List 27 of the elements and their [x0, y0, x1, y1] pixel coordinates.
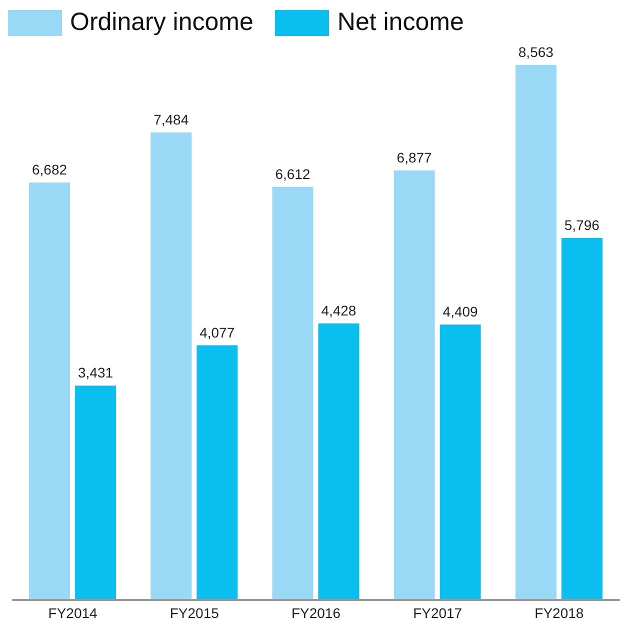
- bar: [75, 386, 116, 600]
- bar: [29, 182, 70, 600]
- data-label: 6,612: [275, 166, 310, 182]
- bar: [318, 323, 360, 600]
- bar: [150, 132, 192, 600]
- bar: [561, 238, 602, 600]
- x-tick-label: FY2014: [48, 604, 98, 621]
- data-label: 8,563: [518, 44, 554, 60]
- bar: [440, 324, 481, 600]
- bar: [515, 65, 556, 600]
- data-label: 4,428: [321, 302, 356, 318]
- x-tick-label: FY2018: [534, 604, 584, 621]
- legend-label: Ordinary income: [70, 8, 254, 37]
- data-label: 7,484: [154, 111, 189, 128]
- data-label: 6,682: [32, 162, 68, 178]
- bar: [272, 186, 314, 600]
- bar: [196, 345, 238, 600]
- data-label: 6,877: [396, 149, 432, 166]
- legend-label: Net income: [337, 8, 464, 37]
- data-label: 4,077: [200, 324, 235, 340]
- x-tick-label: FY2015: [170, 604, 220, 621]
- bar: [394, 170, 435, 600]
- data-label: 5,796: [564, 216, 600, 233]
- data-label: 3,431: [78, 364, 114, 381]
- data-label: 4,409: [442, 304, 478, 320]
- x-tick-label: FY2017: [413, 604, 462, 621]
- x-tick-label: FY2016: [291, 604, 341, 621]
